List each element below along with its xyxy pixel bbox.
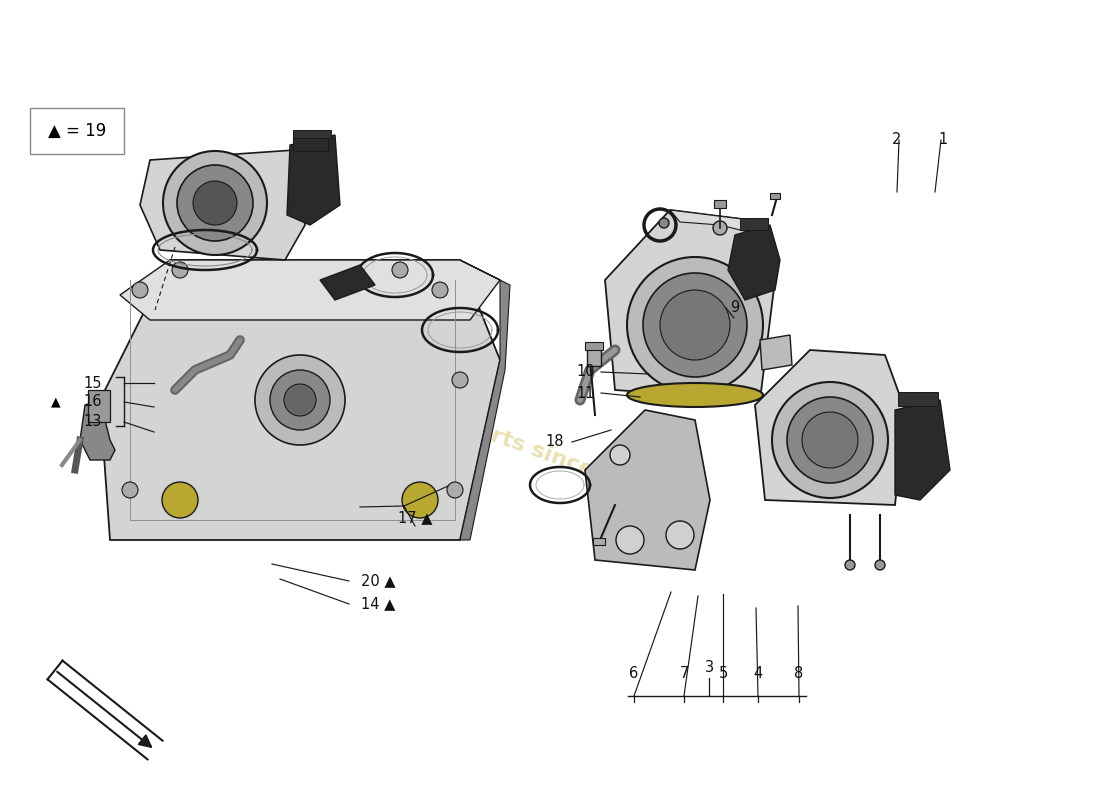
- Text: 8: 8: [794, 666, 804, 682]
- Polygon shape: [728, 225, 780, 300]
- Bar: [585, 342, 603, 350]
- Circle shape: [172, 262, 188, 278]
- Text: 7: 7: [680, 666, 689, 682]
- Circle shape: [802, 412, 858, 468]
- Text: 15: 15: [84, 375, 102, 390]
- Polygon shape: [755, 350, 905, 505]
- Polygon shape: [605, 210, 775, 400]
- Text: 9: 9: [730, 301, 739, 315]
- Bar: [740, 218, 768, 230]
- Circle shape: [122, 482, 138, 498]
- Ellipse shape: [627, 383, 763, 407]
- Circle shape: [644, 273, 747, 377]
- Circle shape: [713, 221, 727, 235]
- Circle shape: [392, 262, 408, 278]
- Polygon shape: [287, 135, 340, 225]
- Circle shape: [284, 384, 316, 416]
- Bar: [88, 390, 110, 422]
- Bar: [293, 130, 331, 138]
- Text: 4: 4: [754, 666, 762, 682]
- Text: 1: 1: [938, 133, 947, 147]
- Text: 5: 5: [718, 666, 727, 682]
- Circle shape: [610, 445, 630, 465]
- Polygon shape: [585, 410, 710, 570]
- Circle shape: [177, 165, 253, 241]
- Text: 3: 3: [704, 661, 714, 675]
- FancyBboxPatch shape: [30, 108, 124, 154]
- Circle shape: [192, 181, 236, 225]
- Text: 2: 2: [892, 133, 902, 147]
- Polygon shape: [100, 260, 500, 540]
- Text: ▲ = 19: ▲ = 19: [48, 122, 106, 140]
- Bar: [593, 538, 605, 545]
- Circle shape: [616, 526, 644, 554]
- Text: 11: 11: [576, 386, 595, 401]
- Circle shape: [660, 290, 730, 360]
- Circle shape: [772, 382, 888, 498]
- Circle shape: [452, 372, 468, 388]
- Circle shape: [402, 482, 438, 518]
- Bar: [587, 348, 601, 366]
- Polygon shape: [120, 260, 500, 320]
- Circle shape: [162, 482, 198, 518]
- Bar: [898, 392, 938, 406]
- Circle shape: [255, 355, 345, 445]
- Polygon shape: [140, 150, 305, 260]
- Circle shape: [163, 151, 267, 255]
- Polygon shape: [760, 335, 792, 370]
- Circle shape: [132, 282, 148, 298]
- Polygon shape: [670, 210, 760, 235]
- Circle shape: [270, 370, 330, 430]
- Text: ▲: ▲: [52, 395, 60, 409]
- Polygon shape: [320, 265, 375, 300]
- Text: 14 ▲: 14 ▲: [361, 597, 395, 611]
- Circle shape: [447, 482, 463, 498]
- Text: 6: 6: [629, 666, 639, 682]
- Polygon shape: [460, 260, 510, 540]
- Polygon shape: [80, 400, 116, 460]
- Bar: [770, 193, 780, 199]
- Text: 17 ▲: 17 ▲: [398, 510, 432, 526]
- Text: 16: 16: [84, 394, 102, 410]
- Text: 10: 10: [576, 365, 595, 379]
- Bar: [714, 200, 726, 208]
- Text: 20 ▲: 20 ▲: [361, 574, 396, 589]
- Circle shape: [627, 257, 763, 393]
- Circle shape: [845, 560, 855, 570]
- Circle shape: [874, 560, 886, 570]
- Circle shape: [432, 282, 448, 298]
- Circle shape: [786, 397, 873, 483]
- Text: 13: 13: [84, 414, 102, 430]
- Text: a passion for parts since 1985: a passion for parts since 1985: [299, 356, 661, 504]
- Circle shape: [659, 218, 669, 228]
- Text: 18: 18: [546, 434, 564, 450]
- Polygon shape: [895, 400, 950, 500]
- Bar: [293, 133, 328, 151]
- Circle shape: [666, 521, 694, 549]
